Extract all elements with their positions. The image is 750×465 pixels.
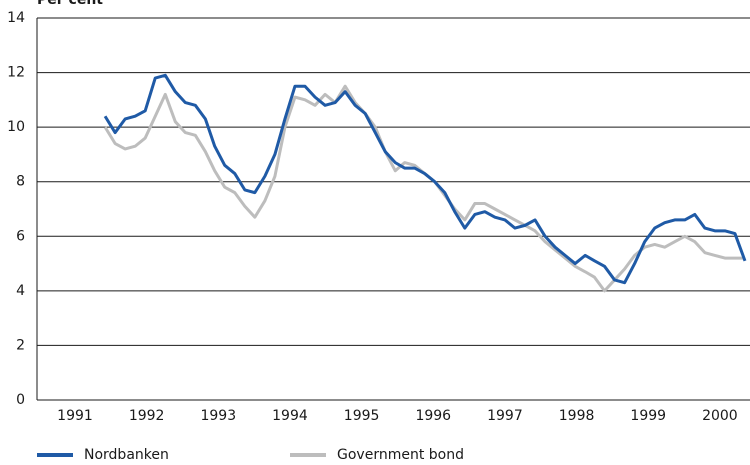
series-line <box>103 73 747 285</box>
y-tick-label: 14 <box>7 10 25 26</box>
x-tick-label: 1993 <box>200 408 236 424</box>
y-tick-label: 10 <box>7 119 25 135</box>
y-tick-label: 6 <box>16 228 25 244</box>
x-tick-label: 1995 <box>344 408 380 424</box>
x-tick-label: 1999 <box>630 408 666 424</box>
y-tick-label: 0 <box>16 392 25 408</box>
y-tick-label: 12 <box>7 65 25 81</box>
x-tick-label: 1992 <box>129 408 165 424</box>
y-tick-label: 4 <box>16 283 25 299</box>
x-tick-label: 2000 <box>702 408 738 424</box>
x-tick-label: 1996 <box>415 408 451 424</box>
x-tick-label: 1997 <box>487 408 523 424</box>
x-tick-label: 1991 <box>57 408 93 424</box>
x-tick-label: 1994 <box>272 408 308 424</box>
legend-label: Nordbanken <box>84 447 169 463</box>
y-tick-label: 2 <box>16 337 25 353</box>
y-tick-label: 8 <box>16 174 25 190</box>
chart-title: Per cent <box>37 0 103 8</box>
series-line <box>103 84 745 293</box>
x-tick-label: 1998 <box>559 408 595 424</box>
legend-label: Government bond <box>337 447 464 463</box>
